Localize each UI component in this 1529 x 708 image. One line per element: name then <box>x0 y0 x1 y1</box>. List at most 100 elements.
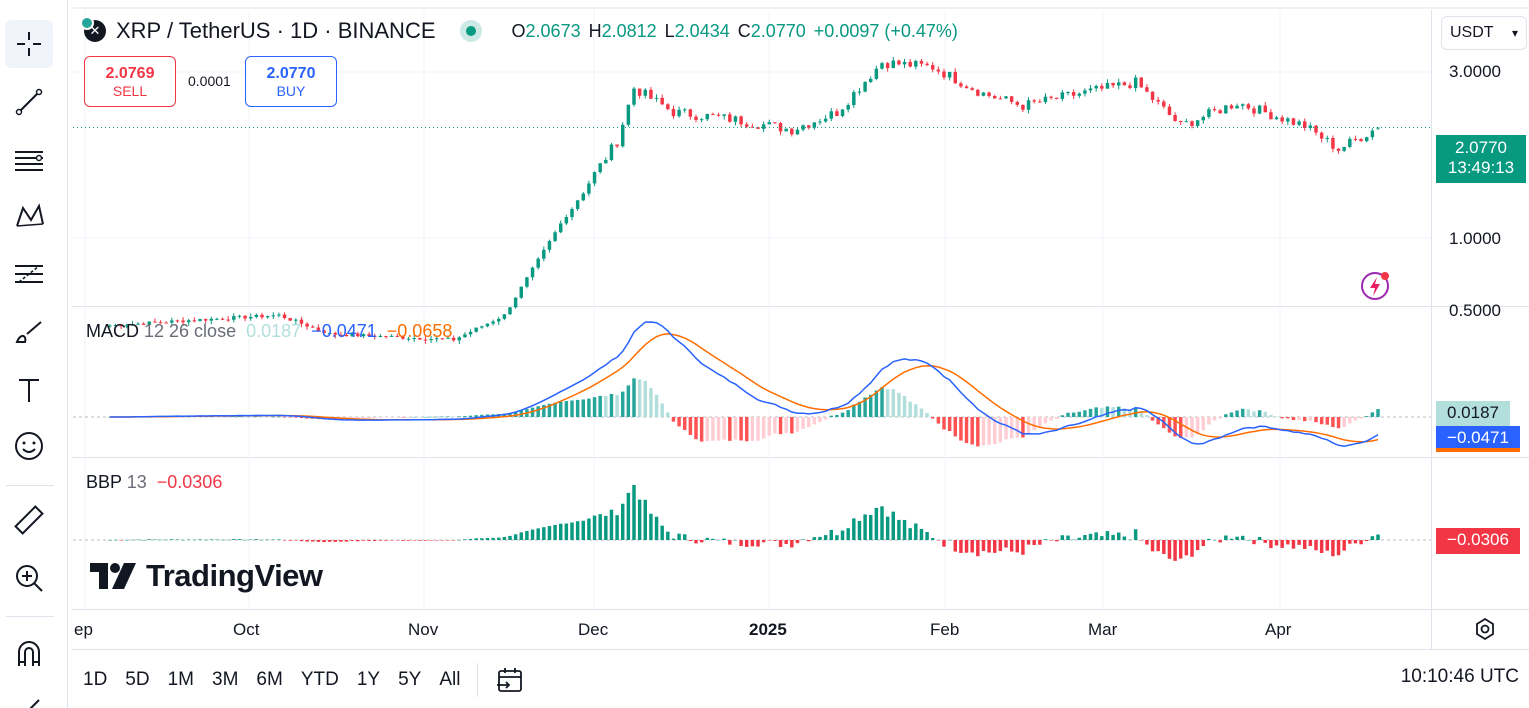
macd-hist-bar <box>508 413 512 417</box>
macd-hist-bar <box>722 417 726 440</box>
flash-icon[interactable] <box>1359 270 1391 302</box>
candle-body <box>609 144 614 161</box>
candle-body <box>1139 77 1144 88</box>
crosshair-icon[interactable] <box>5 20 53 68</box>
pencil-icon[interactable] <box>5 684 53 708</box>
bbp-bar <box>226 539 230 541</box>
macd-hist-bar <box>372 417 377 418</box>
macd-hist-bar <box>609 393 614 417</box>
bbp-bar <box>356 540 360 542</box>
bbp-bar <box>496 537 501 540</box>
candle-body <box>728 114 732 122</box>
candle-body <box>682 109 687 111</box>
bbp-bar <box>1331 540 1335 557</box>
bbp-legend[interactable]: BBP 13 −0.0306 <box>86 472 222 493</box>
candle-body <box>339 334 343 336</box>
gear-icon[interactable] <box>1473 617 1497 641</box>
tf-5y[interactable]: 5Y <box>398 669 422 690</box>
candle-body <box>852 92 856 106</box>
candle-body <box>474 327 478 332</box>
date-range-icon[interactable] <box>490 660 530 700</box>
last-price: 2.0770 <box>1455 138 1507 157</box>
zoom-in-icon[interactable] <box>5 554 53 602</box>
macd-hist-bar <box>823 417 828 420</box>
symbol-title[interactable]: XRP / TetherUS · 1D · BINANCE <box>116 18 436 43</box>
macd-hist-bar <box>429 416 433 418</box>
candle-body <box>1274 117 1279 120</box>
candle-body <box>547 241 552 250</box>
utc-clock[interactable]: 10:10:46 UTC <box>1400 666 1519 687</box>
candle-body <box>1286 118 1290 122</box>
macd-hist-bar <box>728 417 732 441</box>
bbp-bar <box>1021 540 1025 555</box>
trend-line-icon[interactable] <box>5 78 53 126</box>
currency-select[interactable]: USDT ▾ <box>1441 16 1527 50</box>
magnet-icon[interactable] <box>5 630 53 678</box>
bbp-bar <box>592 515 597 540</box>
text-icon[interactable] <box>5 366 53 414</box>
bbp-bar <box>350 540 354 541</box>
chevron-down-icon: ▾ <box>1511 26 1518 40</box>
emoji-icon[interactable] <box>5 422 53 470</box>
candle-body <box>237 315 242 317</box>
symbol-legend[interactable]: ✕ XRP / TetherUS · 1D · BINANCE O2.0673 … <box>80 16 958 44</box>
candle-body <box>271 315 276 317</box>
bbp-bar <box>480 538 484 540</box>
bbp-bar <box>344 540 349 542</box>
macd-hist-bar <box>835 414 839 417</box>
tf-1d[interactable]: 1D <box>83 669 108 690</box>
bbp-bar <box>254 539 259 540</box>
buy-button[interactable]: 2.0770 BUY <box>245 56 337 107</box>
candle-body <box>1167 106 1172 116</box>
tf-5d[interactable]: 5D <box>125 669 150 690</box>
brush-icon[interactable] <box>5 308 53 356</box>
ruler-icon[interactable] <box>5 496 53 544</box>
macd-hist-bar <box>1004 417 1008 440</box>
candle-body <box>1071 92 1076 96</box>
bbp-bar <box>919 528 924 540</box>
bbp-bar <box>209 539 214 540</box>
candle-body <box>773 122 777 124</box>
bbp-bar <box>525 530 529 540</box>
bbp-bar <box>333 540 338 542</box>
bbp-bar <box>1364 540 1369 541</box>
tf-ytd[interactable]: YTD <box>300 669 339 690</box>
candle-body <box>970 88 974 90</box>
pattern-icon[interactable] <box>5 192 53 240</box>
candle-body <box>164 322 168 324</box>
candle-body <box>457 337 462 341</box>
macd-hist-bar <box>389 417 394 418</box>
tf-1m[interactable]: 1M <box>167 669 194 690</box>
tf-1y[interactable]: 1Y <box>356 669 381 690</box>
fib-retracement-icon[interactable] <box>5 250 53 298</box>
macd-hist-bar <box>468 415 473 417</box>
bbp-bar <box>113 539 118 541</box>
tf-3m[interactable]: 3M <box>212 669 239 690</box>
candle-body <box>649 89 653 99</box>
candle-body <box>203 319 208 321</box>
bbp-bar <box>846 528 850 540</box>
tf-6m[interactable]: 6M <box>256 669 283 690</box>
bbp-bar <box>401 540 405 541</box>
bbp-bar <box>1100 536 1104 540</box>
macd-hist-bar <box>953 417 958 437</box>
candle-body <box>1229 105 1234 109</box>
macd-hist-bar <box>1178 417 1183 438</box>
sell-button[interactable]: 2.0769 SELL <box>84 56 176 107</box>
horizontal-lines-icon[interactable] <box>5 136 53 184</box>
macd-hist-bar <box>773 417 777 434</box>
tf-all[interactable]: All <box>439 669 461 690</box>
macd-legend[interactable]: MACD 12 26 close 0.0187 −0.0471 −0.0658 <box>86 321 452 342</box>
bbp-bar <box>1071 539 1076 541</box>
bbp-bar <box>891 511 896 540</box>
macd-hist-bar <box>1263 411 1268 417</box>
ohlc-close: C2.0770 <box>737 20 806 41</box>
bbp-bar <box>423 540 428 541</box>
candle-body <box>1054 97 1059 99</box>
candle-body <box>108 325 112 327</box>
bbp-bar <box>1201 540 1206 546</box>
time-label: 2025 <box>749 620 787 639</box>
bbp-bar <box>795 540 800 544</box>
